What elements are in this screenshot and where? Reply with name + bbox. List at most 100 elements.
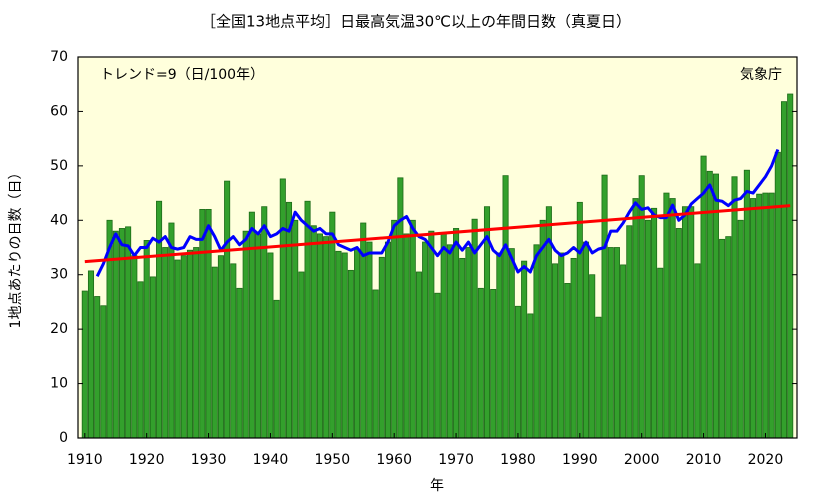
bar (422, 241, 429, 439)
bar (521, 260, 528, 439)
bar (737, 219, 744, 439)
bar (261, 206, 268, 439)
bar (731, 176, 738, 439)
bar (638, 175, 645, 439)
y-tick-label: 10 (50, 376, 68, 392)
plot-frame (77, 56, 798, 439)
bar (595, 316, 602, 439)
x-tick-label: 1990 (562, 452, 598, 468)
bar (409, 219, 416, 439)
bar (725, 236, 732, 439)
bar (651, 207, 658, 439)
bar (255, 233, 262, 439)
source: 気象庁 (740, 67, 782, 83)
bar (224, 180, 231, 439)
bar (496, 252, 503, 439)
bar (768, 192, 775, 439)
y-axis-label: 1地点あたりの日数（日） (8, 166, 24, 329)
bar (273, 299, 280, 439)
x-tick-label: 1980 (500, 452, 536, 468)
bar (459, 257, 466, 439)
bar (613, 247, 620, 439)
bar (644, 219, 651, 439)
bar (570, 257, 577, 439)
x-tick-label: 1970 (438, 452, 474, 468)
bar (397, 177, 404, 439)
x-tick-label: 1950 (314, 452, 350, 468)
bar (285, 201, 293, 439)
bar (626, 225, 633, 439)
bar (211, 266, 218, 439)
y-tick-label: 60 (50, 103, 68, 119)
y-tick-label: 40 (50, 212, 68, 228)
y-tick-label: 0 (59, 430, 68, 446)
bar (372, 289, 379, 439)
bar (657, 267, 664, 439)
annotation: トレンド=9（日/100年） (100, 67, 264, 83)
x-tick-label: 2000 (624, 452, 660, 468)
bar (428, 230, 435, 439)
y-tick-label: 20 (50, 321, 68, 337)
bar (199, 208, 206, 439)
bar (787, 93, 794, 439)
bar (267, 252, 274, 439)
bar (582, 241, 590, 439)
bar (453, 228, 460, 439)
bar (217, 255, 224, 439)
bar (354, 248, 361, 439)
bar (186, 249, 194, 439)
bar (131, 255, 138, 439)
bar (533, 244, 540, 439)
x-axis-label: 年 (430, 478, 444, 494)
bar (143, 240, 150, 439)
x-tick-label: 1930 (191, 452, 227, 468)
bar (174, 259, 181, 439)
bar (694, 263, 701, 439)
bar (242, 230, 249, 439)
bar (477, 287, 484, 439)
bar (87, 270, 95, 439)
bar (304, 200, 311, 439)
bar (162, 247, 169, 439)
bar (632, 198, 639, 439)
bar (539, 219, 546, 439)
bar (366, 241, 373, 439)
x-tick-label: 1940 (253, 452, 289, 468)
bar (607, 247, 614, 439)
bar (415, 271, 422, 439)
bar (552, 263, 559, 439)
bar (310, 225, 317, 439)
bar (378, 256, 385, 439)
bar (230, 263, 237, 439)
y-tick-label: 30 (50, 267, 68, 283)
x-tick-label: 1920 (129, 452, 165, 468)
bar (298, 271, 305, 439)
bar (248, 211, 255, 439)
bar (323, 236, 330, 439)
x-tick-label: 1910 (67, 452, 103, 468)
line (95, 148, 780, 278)
bar (601, 174, 608, 439)
bar (502, 175, 509, 439)
bar (663, 192, 670, 439)
line (84, 204, 791, 264)
bar (112, 230, 119, 439)
bar (156, 200, 163, 439)
bar (236, 287, 243, 439)
y-tick-label: 70 (50, 49, 68, 65)
bar (756, 193, 763, 439)
bar (193, 247, 200, 439)
bar (434, 292, 441, 439)
bar (490, 289, 497, 439)
bar (180, 255, 187, 439)
bar (700, 155, 707, 439)
bar (675, 228, 682, 439)
x-tick-label: 1960 (376, 452, 412, 468)
bar (558, 252, 565, 439)
bar (81, 290, 88, 439)
bar (774, 151, 781, 439)
bar (440, 233, 447, 439)
bar (384, 241, 392, 439)
bar (712, 173, 719, 439)
